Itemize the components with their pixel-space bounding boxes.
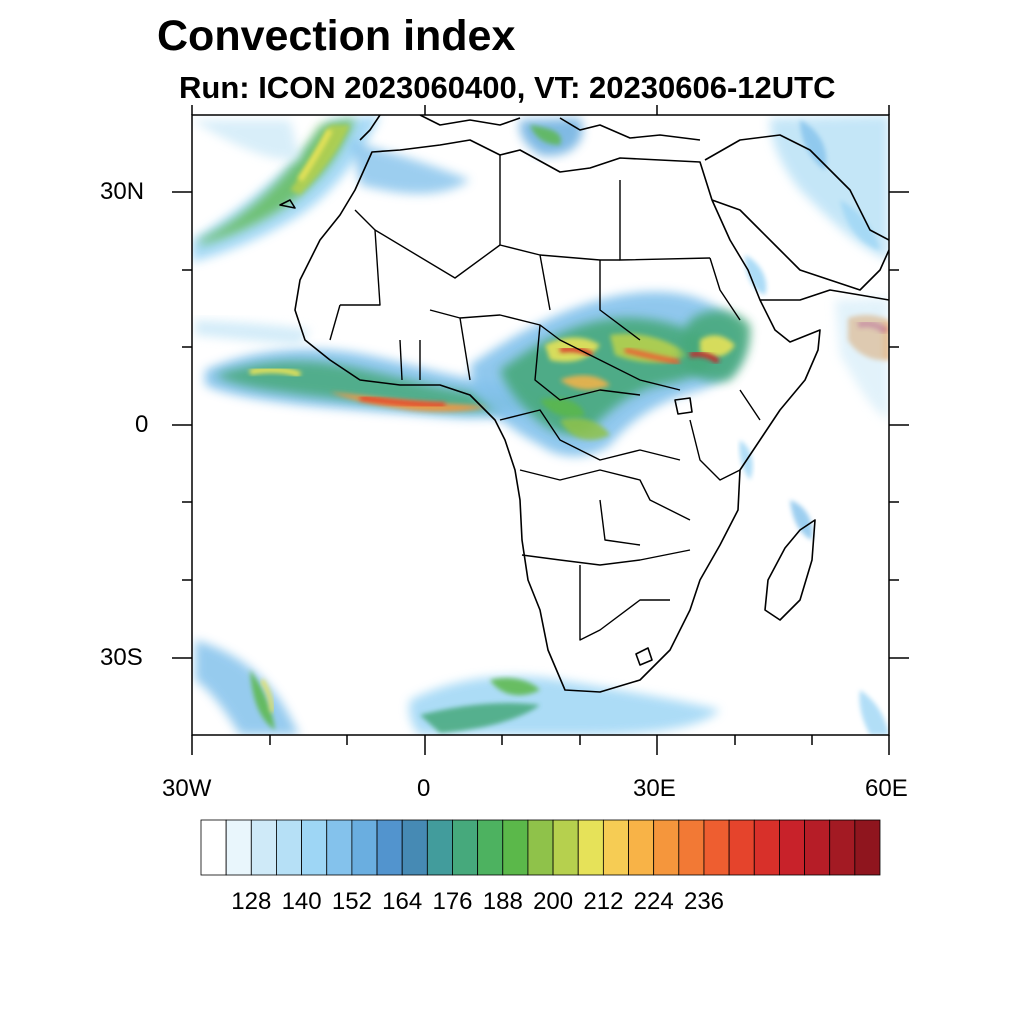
lon-label-30w: 30W xyxy=(162,775,212,802)
colorbar-swatch xyxy=(703,819,730,876)
colorbar-swatch xyxy=(779,819,805,876)
colorbar-tick-label: 200 xyxy=(533,888,574,915)
colorbar-swatch xyxy=(250,819,277,876)
colorbar-swatch xyxy=(301,819,328,876)
colorbar-swatch xyxy=(326,819,353,876)
colorbar-tick-label: 224 xyxy=(633,888,674,915)
colorbar-swatch xyxy=(276,819,302,876)
colorbar-swatch xyxy=(376,819,403,876)
colorbar-swatch xyxy=(200,819,227,876)
colorbar-tick-label: 164 xyxy=(382,888,423,915)
colorbar-swatch xyxy=(502,819,529,876)
colorbar-swatch xyxy=(527,819,554,876)
coastlines xyxy=(279,115,889,693)
colorbar-swatch xyxy=(753,819,780,876)
colorbar-swatch xyxy=(225,819,252,876)
colorbar-swatch xyxy=(653,819,680,876)
colorbar-swatch xyxy=(452,819,479,876)
colorbar-swatch xyxy=(602,819,629,876)
colorbar-tick-label: 212 xyxy=(583,888,624,915)
colorbar-swatch xyxy=(854,819,881,876)
colorbar-swatch xyxy=(577,819,604,876)
axis-ticks xyxy=(172,105,909,755)
colorbar-swatch xyxy=(401,819,428,876)
colorbar-swatch xyxy=(829,819,856,876)
colorbar-tick-label: 188 xyxy=(482,888,523,915)
country-borders xyxy=(329,155,761,641)
colorbar-swatch xyxy=(351,819,378,876)
lat-label-0: 0 xyxy=(135,411,149,438)
colorbar-swatch xyxy=(628,819,655,876)
colorbar-swatch xyxy=(678,819,705,876)
lat-label-30n: 30N xyxy=(100,178,145,205)
colorbar-swatch xyxy=(426,819,453,876)
colorbar-tick-label: 140 xyxy=(281,888,322,915)
colorbar-swatch xyxy=(728,819,755,876)
lon-label-60e: 60E xyxy=(865,775,908,802)
chart-subtitle: Run: ICON 2023060400, VT: 20230606-12UTC xyxy=(179,70,836,105)
lon-label-30e: 30E xyxy=(633,775,676,802)
colorbar-tick-label: 128 xyxy=(231,888,272,915)
colorbar-swatch xyxy=(804,819,831,876)
colorbar xyxy=(200,819,881,876)
colorbar-tick-label: 236 xyxy=(683,888,725,915)
colorbar-tick-label: 176 xyxy=(432,888,473,915)
colorbar-swatch xyxy=(477,819,504,876)
convection-field xyxy=(192,115,889,735)
lat-label-30s: 30S xyxy=(100,644,143,671)
chart-title: Convection index xyxy=(157,12,516,60)
colorbar-swatch xyxy=(552,819,579,876)
colorbar-tick-label: 152 xyxy=(331,888,372,915)
lon-label-0: 0 xyxy=(417,775,431,802)
